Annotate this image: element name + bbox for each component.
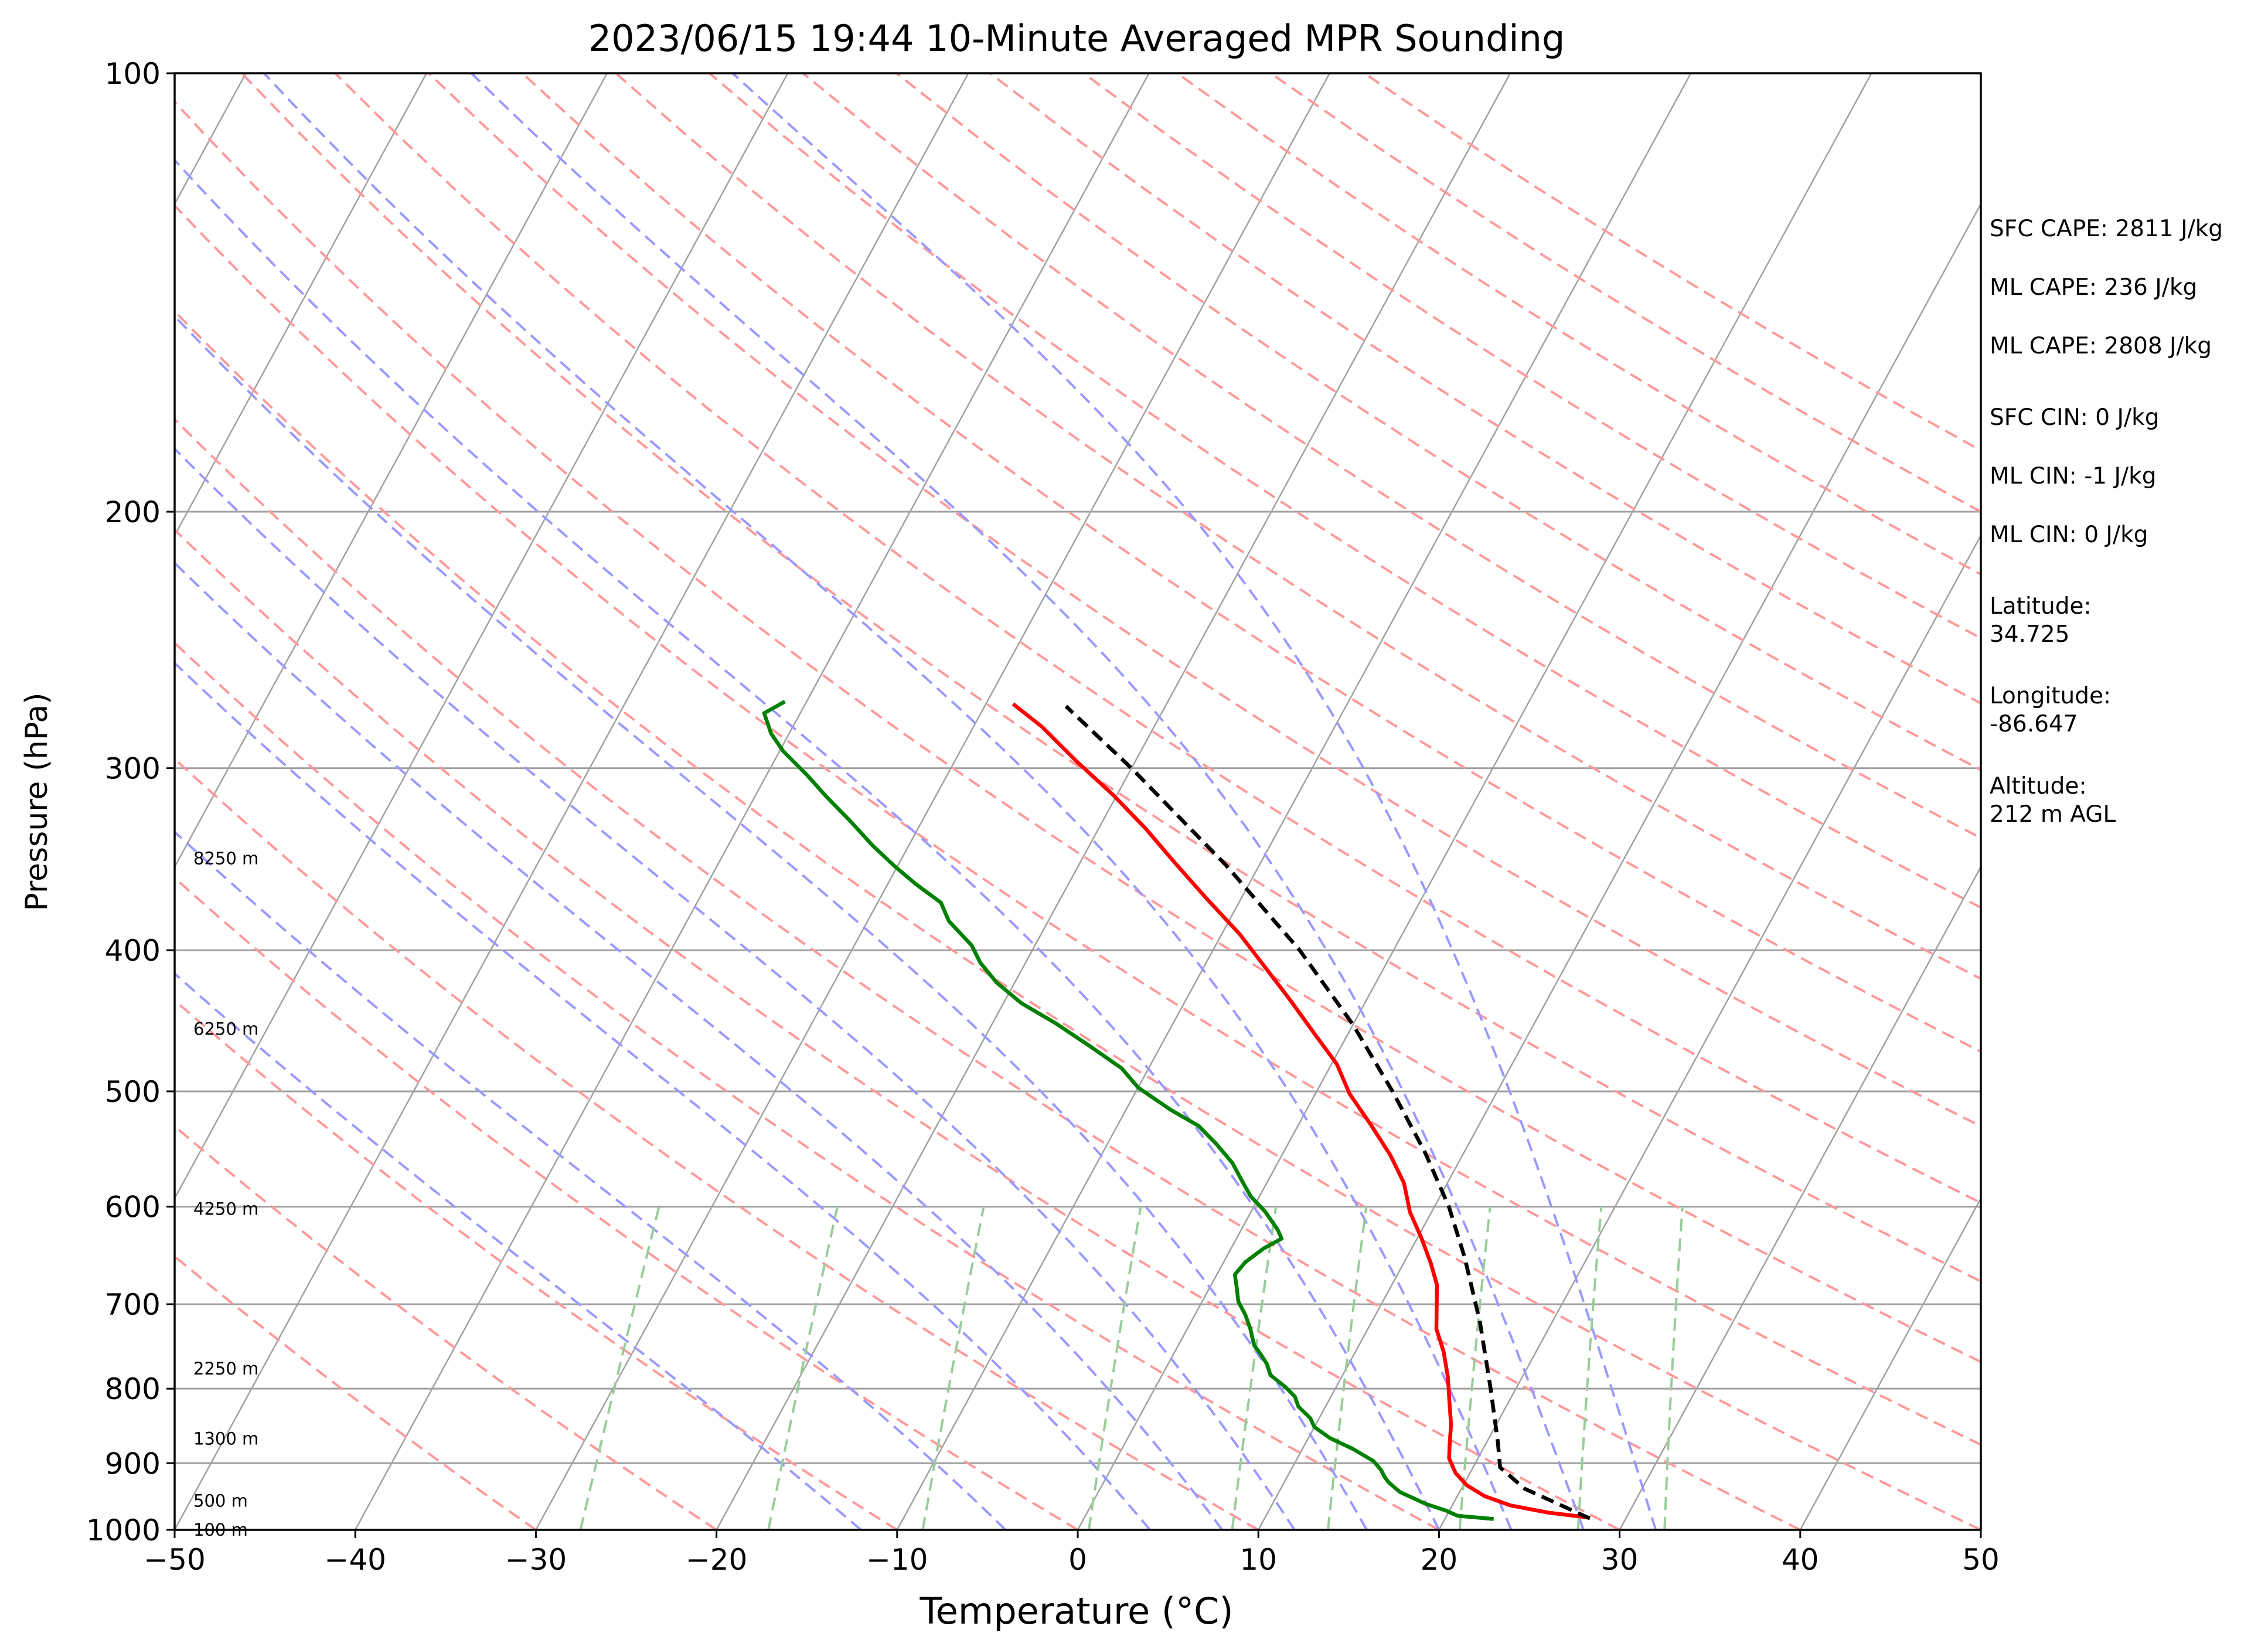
y-tick-label: 900: [105, 1447, 161, 1481]
y-tick-label: 100: [105, 57, 161, 91]
y-tick-label: 500: [105, 1075, 161, 1109]
height-label: 6250 m: [193, 1019, 258, 1039]
y-tick-label: 400: [105, 934, 161, 968]
height-label: 2250 m: [193, 1359, 258, 1379]
annotation-text: ML CIN: -1 J/kg: [1990, 463, 2156, 489]
x-tick-label: −30: [505, 1543, 567, 1577]
height-label: 1300 m: [193, 1429, 258, 1449]
x-tick-label: 40: [1782, 1543, 1819, 1577]
annotation-text: ML CIN: 0 J/kg: [1990, 522, 2148, 548]
x-tick-label: 10: [1239, 1543, 1277, 1577]
height-label: 4250 m: [193, 1199, 258, 1219]
x-axis-label: Temperature (°C): [919, 1590, 1233, 1632]
y-tick-label: 1000: [86, 1513, 161, 1547]
x-tick-label: −10: [866, 1543, 928, 1577]
x-tick-label: −40: [324, 1543, 386, 1577]
y-tick-label: 200: [105, 495, 161, 529]
y-tick-label: 300: [105, 752, 161, 786]
y-tick-label: 600: [105, 1190, 161, 1224]
annotation-text: SFC CAPE: 2811 J/kg: [1990, 216, 2223, 242]
y-axis-label: Pressure (hPa): [19, 693, 55, 911]
x-tick-label: 20: [1421, 1543, 1458, 1577]
y-tick-label: 800: [105, 1372, 161, 1406]
y-tick-label: 700: [105, 1288, 161, 1322]
annotation-text: SFC CIN: 0 J/kg: [1990, 404, 2159, 431]
x-tick-label: 50: [1962, 1543, 2000, 1577]
x-tick-label: 0: [1068, 1543, 1087, 1577]
chart-title: 2023/06/15 19:44 10-Minute Averaged MPR …: [588, 17, 1565, 60]
x-tick-label: 30: [1601, 1543, 1639, 1577]
height-label: 500 m: [193, 1491, 248, 1510]
annotation-text: ML CAPE: 2808 J/kg: [1990, 333, 2212, 359]
x-tick-label: −50: [144, 1543, 206, 1577]
height-label: 8250 m: [193, 849, 258, 869]
annotation-text: ML CAPE: 236 J/kg: [1990, 274, 2197, 301]
x-tick-label: −20: [686, 1543, 748, 1577]
